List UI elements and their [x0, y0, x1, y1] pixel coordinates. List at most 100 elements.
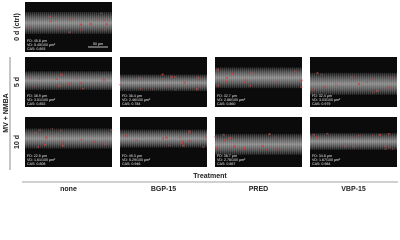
fiber-diameter: FD: 49.3 µm — [122, 154, 142, 158]
capillary — [366, 81, 369, 83]
capillary — [300, 86, 303, 89]
capillary — [59, 73, 62, 75]
capillary — [57, 85, 61, 88]
capillary — [275, 148, 278, 151]
column-label: none — [60, 186, 77, 193]
capillary — [50, 20, 52, 23]
vessel-density: VD: 5.29/100 µm² — [122, 158, 151, 162]
striation — [215, 133, 302, 155]
cas: CAS: 0.984 — [312, 162, 330, 166]
vessel-density: VD: 2.86/100 µm² — [217, 98, 246, 102]
row-label: 5 d — [14, 77, 21, 87]
capillary — [39, 129, 41, 131]
capillary — [61, 144, 65, 147]
capillary — [103, 19, 105, 21]
capillary — [384, 145, 387, 148]
capillary — [372, 78, 374, 80]
striation — [25, 71, 112, 91]
capillary — [187, 132, 190, 135]
fiber-diameter: FD: 38.9 µm — [27, 94, 47, 98]
cas: CAS: 0.808 — [27, 162, 45, 166]
capillary — [79, 29, 82, 31]
capillary — [225, 76, 228, 79]
striation — [120, 74, 207, 92]
cas: CAS: 0.979 — [312, 102, 330, 106]
capillary — [58, 83, 61, 86]
cas: CAS: 0.784 — [122, 102, 140, 106]
capillary — [79, 23, 83, 26]
capillary — [311, 88, 314, 91]
capillary — [312, 133, 315, 136]
capillary — [67, 83, 71, 86]
striation — [25, 128, 112, 149]
capillary — [214, 135, 216, 138]
capillary — [344, 145, 347, 148]
striation — [25, 12, 112, 34]
fiber-diameter: FD: 36.7 µm — [217, 154, 237, 158]
capillary — [205, 136, 207, 139]
capillary — [217, 84, 220, 87]
capillary — [151, 88, 154, 91]
capillary — [188, 130, 191, 133]
cas: CAS: 0.946 — [122, 162, 140, 166]
capillary — [291, 74, 293, 77]
striation — [310, 72, 397, 95]
capillary — [242, 147, 245, 151]
capillary — [387, 132, 390, 135]
capillary — [110, 129, 113, 131]
capillary — [70, 18, 73, 21]
capillary — [180, 141, 183, 145]
capillary — [43, 143, 47, 146]
capillary — [326, 132, 329, 135]
capillary — [244, 79, 247, 82]
capillary — [195, 88, 199, 91]
capillary — [104, 143, 107, 146]
vessel-density: VD: 2.76/100 µm² — [217, 158, 246, 162]
capillary — [183, 81, 186, 84]
capillary — [89, 22, 92, 25]
capillary — [93, 140, 96, 143]
axis-title: Treatment — [193, 173, 227, 180]
capillary — [228, 137, 232, 140]
capillary — [135, 139, 138, 141]
capillary — [34, 85, 36, 88]
striation — [215, 67, 302, 89]
capillary — [100, 12, 103, 15]
figure: MV + NMBA Treatment 0 d (ctrl) 5 d 10 d non… — [3, 2, 398, 193]
capillary — [170, 75, 173, 78]
capillary — [138, 77, 141, 79]
capillary — [70, 82, 72, 84]
scale-bar-label: 50 µm — [93, 42, 103, 46]
capillary — [188, 140, 191, 143]
fiber-diameter: FD: 32.4 µm — [312, 94, 332, 98]
capillary — [250, 71, 253, 74]
capillary — [162, 137, 165, 140]
fiber-diameter: FD: 36.4 µm — [122, 94, 142, 98]
vessel-density: VD: 5.45/100 µm² — [27, 43, 56, 47]
column-label: BGP-15 — [151, 186, 176, 193]
capillary — [139, 88, 142, 90]
capillary — [178, 136, 181, 139]
capillary — [268, 132, 271, 136]
fiber-diameter: FD: 22.5 µm — [27, 154, 47, 158]
capillary — [376, 89, 379, 93]
row-label: 0 d (ctrl) — [14, 13, 21, 41]
vessel-density: VD: 3.03/100 µm² — [312, 98, 341, 102]
capillary — [49, 15, 52, 18]
capillary — [182, 144, 185, 147]
capillary — [357, 82, 360, 86]
capillary — [34, 131, 37, 134]
capillary — [275, 81, 277, 84]
capillary — [104, 29, 106, 31]
capillary — [161, 73, 164, 76]
capillary — [321, 73, 323, 76]
capillary — [372, 92, 374, 94]
capillary — [243, 81, 246, 84]
capillary — [215, 147, 219, 150]
